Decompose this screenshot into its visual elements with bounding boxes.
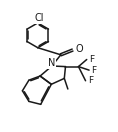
Text: Cl: Cl [35,13,44,23]
Text: N: N [48,58,55,68]
Text: O: O [76,44,84,55]
Text: F: F [89,55,94,64]
Text: F: F [91,66,96,75]
Text: F: F [88,76,93,85]
